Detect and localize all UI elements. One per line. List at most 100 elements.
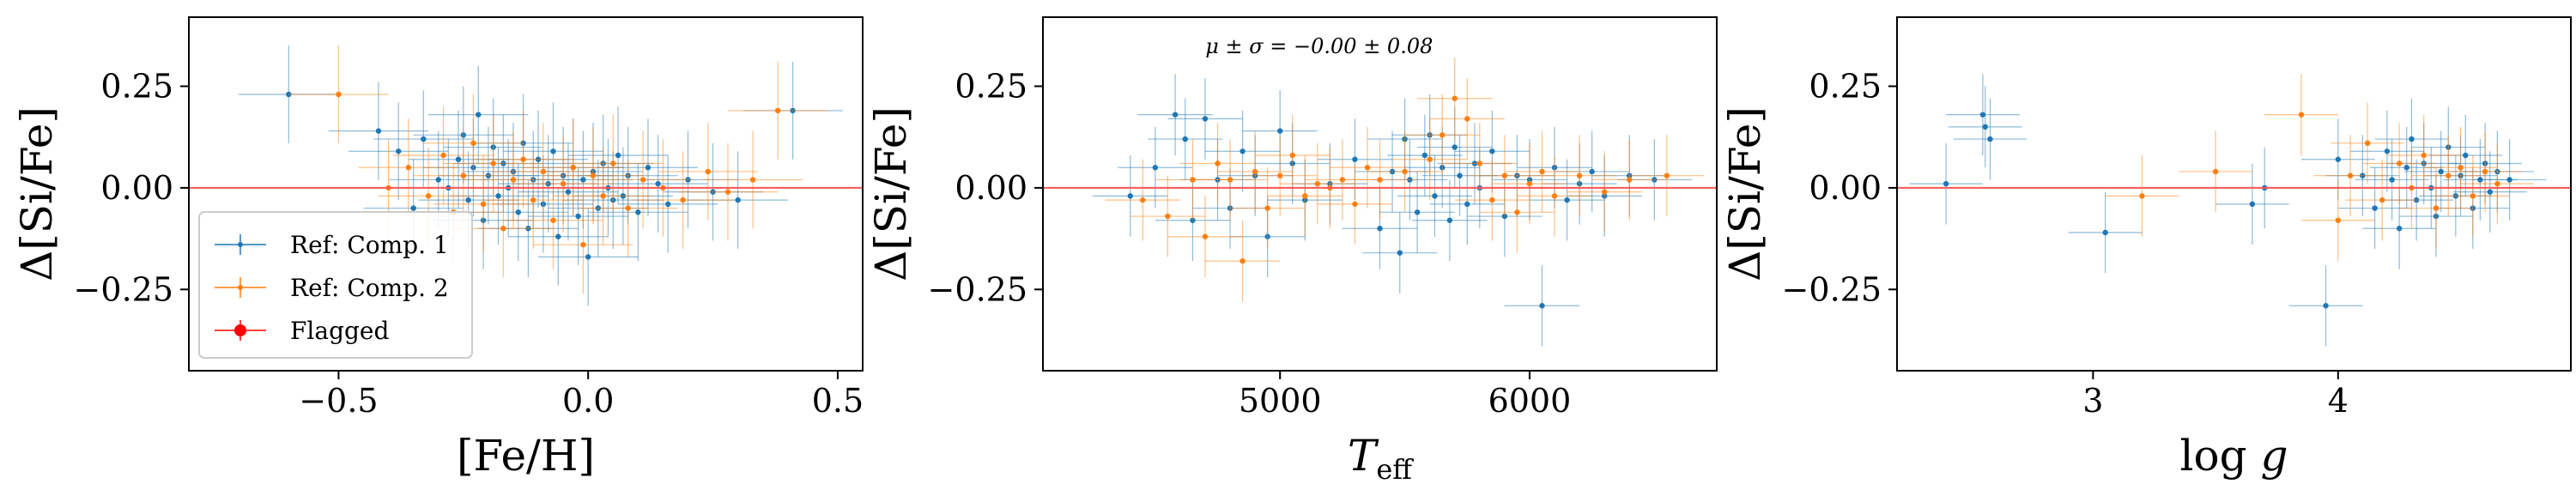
legend-label-comp1: Ref: Comp. 1 — [290, 231, 449, 259]
data-point — [618, 155, 718, 253]
data-point — [2105, 155, 2179, 237]
point-marker — [1564, 197, 1570, 203]
data-point — [1137, 74, 1213, 156]
point-marker — [635, 209, 641, 215]
point-marker — [1414, 209, 1421, 215]
point-marker — [1421, 152, 1428, 159]
point-marker — [425, 193, 432, 199]
legend-item-comp2: Ref: Comp. 2 — [215, 274, 449, 302]
point-marker — [1432, 193, 1438, 199]
panel-teff-marks — [1093, 57, 1705, 347]
point-marker — [1127, 193, 1133, 199]
point-marker — [1987, 136, 1993, 142]
x-tick-label: 0.0 — [562, 382, 614, 420]
point-marker — [1539, 168, 1545, 175]
data-point — [1148, 98, 1223, 180]
data-point — [443, 114, 543, 213]
point-marker — [2396, 226, 2403, 232]
panel-teff-frame — [1042, 16, 1718, 372]
point-marker — [1551, 193, 1558, 199]
data-point — [702, 130, 803, 229]
point-marker — [1364, 165, 1371, 171]
point-marker — [440, 152, 446, 159]
point-marker — [590, 172, 597, 178]
point-marker — [1352, 201, 1358, 208]
point-marker — [1439, 132, 1446, 138]
point-marker — [1172, 112, 1179, 118]
point-marker — [1202, 233, 1209, 239]
data-point — [1953, 98, 2027, 180]
point-marker — [1397, 250, 1403, 256]
data-point — [2386, 114, 2461, 197]
point-marker — [2396, 160, 2403, 166]
x-tick-label: 4 — [2328, 382, 2349, 420]
point-marker — [1539, 303, 1545, 309]
point-marker — [2403, 165, 2409, 171]
data-point — [423, 94, 524, 192]
point-marker — [2463, 152, 2469, 159]
data-point — [428, 65, 529, 164]
point-marker — [1457, 172, 1463, 178]
point-marker — [1501, 172, 1508, 178]
data-point — [533, 196, 633, 294]
data-point — [473, 110, 573, 209]
point-marker — [555, 233, 561, 239]
point-marker — [515, 209, 521, 215]
point-marker — [1476, 160, 1482, 166]
data-point — [2215, 163, 2289, 245]
data-point — [1429, 78, 1505, 160]
data-point — [1412, 179, 1488, 262]
point-marker — [610, 160, 616, 166]
point-marker — [1589, 168, 1595, 175]
point-marker — [520, 156, 526, 162]
point-marker — [1526, 180, 1533, 187]
point-marker — [375, 128, 382, 134]
point-marker — [410, 205, 416, 211]
point-marker — [1402, 168, 1408, 175]
panel-logg-marks — [1909, 74, 2547, 347]
point-marker — [465, 197, 471, 203]
point-marker — [1664, 172, 1670, 178]
legend-item-comp1: Ref: Comp. 1 — [215, 231, 449, 259]
data-point — [1387, 114, 1463, 197]
data-point — [493, 123, 593, 221]
panel-teff: 5000 6000 −0.25 0.00 0.25 μ ± σ = −0.00 ± 0.… — [866, 16, 1718, 486]
point-marker — [735, 197, 741, 203]
data-point — [288, 45, 389, 143]
point-marker — [1302, 193, 1308, 199]
data-point — [1362, 212, 1438, 294]
point-marker — [500, 226, 506, 232]
point-marker — [2487, 189, 2493, 195]
data-point — [349, 102, 449, 201]
x-tick-label: 3 — [2082, 382, 2103, 420]
point-marker — [530, 197, 536, 203]
data-point — [433, 155, 534, 253]
point-marker — [1215, 160, 1221, 166]
point-marker — [2249, 201, 2256, 208]
point-marker — [1427, 156, 1433, 162]
data-point — [2301, 179, 2375, 262]
data-point — [1167, 78, 1243, 160]
point-marker — [1377, 177, 1383, 183]
point-marker — [1452, 95, 1458, 101]
point-marker — [2364, 140, 2371, 147]
point-marker — [2347, 172, 2354, 178]
y-tick-label: 0.00 — [100, 169, 173, 207]
point-marker — [1289, 152, 1295, 159]
point-marker — [1377, 226, 1383, 232]
data-point — [1946, 74, 2020, 156]
data-point — [358, 118, 458, 217]
point-marker — [2384, 148, 2391, 154]
point-marker — [1165, 213, 1171, 220]
point-marker — [421, 136, 427, 142]
data-point — [1567, 151, 1642, 233]
point-marker — [2482, 168, 2488, 175]
point-marker — [560, 180, 567, 187]
point-marker — [1446, 217, 1453, 223]
point-marker — [645, 165, 652, 171]
point-marker — [2433, 205, 2440, 211]
point-marker — [490, 160, 496, 166]
data-point — [2448, 130, 2522, 213]
point-marker — [1314, 180, 1321, 187]
point-marker — [2379, 197, 2385, 203]
